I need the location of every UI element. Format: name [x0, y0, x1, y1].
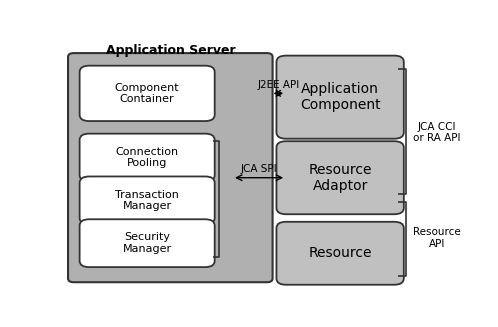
FancyBboxPatch shape [80, 66, 215, 121]
Text: JCA CCI
or RA API: JCA CCI or RA API [413, 122, 461, 143]
FancyBboxPatch shape [276, 141, 404, 214]
Text: Security
Manager: Security Manager [123, 232, 172, 254]
FancyBboxPatch shape [276, 222, 404, 285]
FancyBboxPatch shape [68, 53, 272, 282]
FancyBboxPatch shape [80, 177, 215, 224]
FancyBboxPatch shape [80, 219, 215, 267]
Text: Resource
Adaptor: Resource Adaptor [308, 163, 372, 193]
Text: Component
Container: Component Container [115, 83, 179, 104]
Text: Transaction
Manager: Transaction Manager [115, 190, 179, 211]
Text: Application
Component: Application Component [300, 82, 380, 112]
FancyBboxPatch shape [276, 56, 404, 139]
Text: JCA SPI: JCA SPI [241, 164, 277, 174]
Text: Resource
API: Resource API [413, 227, 461, 249]
Text: Resource: Resource [308, 246, 372, 260]
FancyBboxPatch shape [80, 134, 215, 181]
Text: J2EE API: J2EE API [257, 79, 299, 90]
Text: Connection
Pooling: Connection Pooling [116, 147, 179, 168]
Text: Application Server: Application Server [106, 44, 235, 57]
